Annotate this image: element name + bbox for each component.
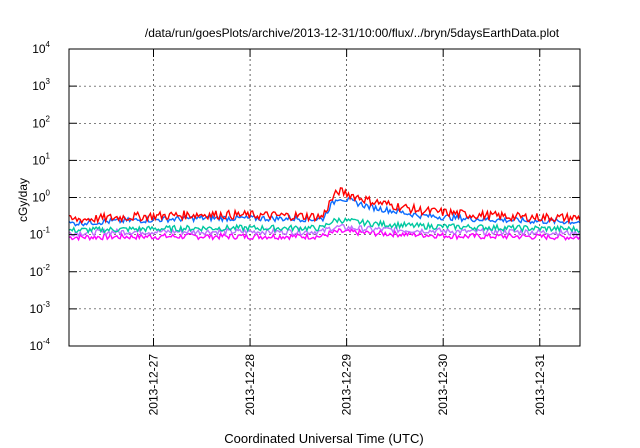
chart-title: /data/run/goesPlots/archive/2013-12-31/1… [145,26,560,40]
y-tick-exponent: 0 [46,189,51,198]
x-axis-label: Coordinated Universal Time (UTC) [224,431,423,446]
y-tick-label: 101 [32,151,50,167]
y-tick-exponent: -3 [43,300,51,309]
y-tick-exponent: 4 [46,40,51,49]
y-tick-label: 10-1 [30,226,51,242]
series-line [68,216,581,235]
series-line [68,197,581,227]
series-line [68,187,581,225]
y-tick-exponent: 2 [46,114,51,123]
y-tick-exponent: -4 [43,337,51,346]
y-tick-label: 102 [32,114,50,130]
x-tick-label: 2013-12-30 [436,354,450,416]
x-axis: 2013-12-27 2013-12-28 2013-12-29 2013-12-30… [146,49,547,416]
y-tick-exponent: 1 [46,151,51,160]
y-tick-label: 103 [32,77,50,93]
x-tick-label: 2013-12-31 [533,354,547,416]
series-group [68,187,581,242]
series-line [68,223,581,238]
series-line [68,228,581,242]
y-tick-exponent: -2 [43,263,51,272]
y-axis-label: cGy/day [16,178,30,222]
x-tick-label: 2013-12-29 [340,354,354,416]
y-tick-exponent: -1 [43,226,51,235]
y-tick-label: 10-3 [30,300,51,316]
x-tick-label: 2013-12-28 [243,354,257,416]
y-tick-label: 100 [32,189,50,205]
y-tick-label: 104 [32,40,50,56]
y-tick-exponent: 3 [46,77,51,86]
grid [69,49,580,346]
x-tick-label: 2013-12-27 [146,354,160,416]
y-tick-label: 10-2 [30,263,51,279]
y-tick-label: 10-4 [30,337,51,353]
